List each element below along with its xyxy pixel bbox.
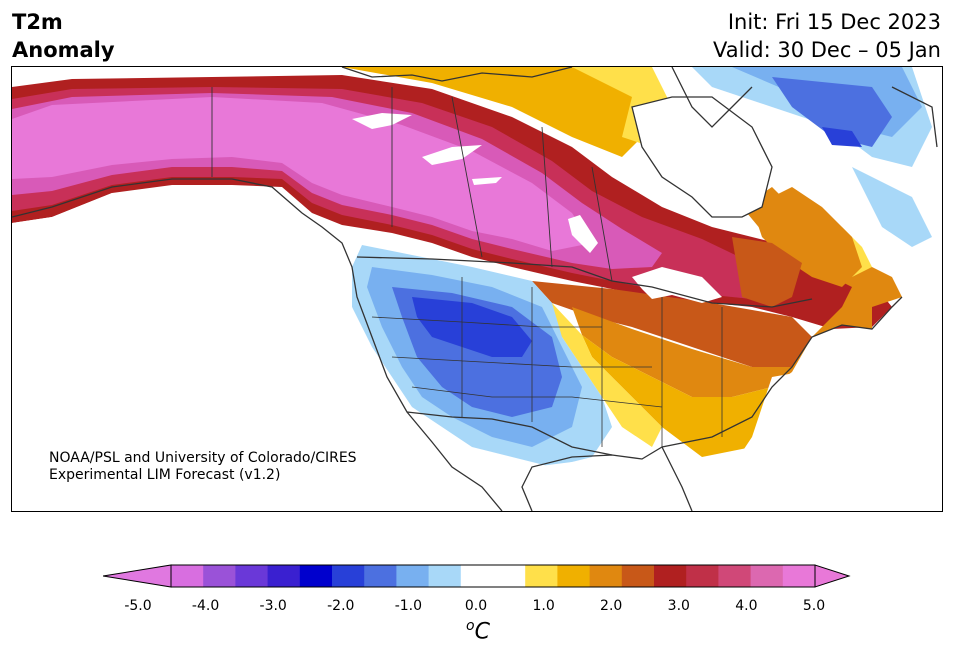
lake-athabasca [472, 177, 502, 185]
colorbar-tick-label: 4.0 [735, 598, 758, 614]
lake-winnipeg [568, 215, 598, 253]
unit-degree: o [466, 618, 475, 634]
colorbar-cell [718, 565, 752, 587]
colorbar-cell [171, 565, 204, 587]
forecast-dates: Init: Fri 15 Dec 2023 Valid: 30 Dec – 05… [713, 8, 941, 64]
credit-line-2: Experimental LIM Forecast (v1.2) [49, 467, 281, 483]
greenland-blue [772, 77, 892, 147]
colorbar-tick-label: -4.0 [191, 598, 220, 614]
hudson-bay [632, 97, 772, 217]
colorbar-cells [171, 565, 816, 587]
colorbar-outline [170, 564, 816, 588]
us-mexico-border [406, 411, 613, 456]
credit-text: NOAA/PSL and University of Colorado/CIRE… [49, 450, 357, 484]
west-coast [12, 178, 503, 511]
hudson-bay-coast [631, 96, 773, 218]
valid-range: Valid: 30 Dec – 05 Jan [712, 38, 941, 62]
warm-core-pink [12, 97, 592, 251]
colorbar-cell [782, 565, 816, 587]
greenland-royal-blue [822, 127, 862, 147]
title-line-2: Anomaly [12, 38, 115, 62]
water-bodies [12, 97, 942, 511]
colorbar-cell [686, 565, 719, 587]
great-lakes [632, 267, 722, 303]
colorbar-cell [428, 565, 462, 587]
great-slave-lake [422, 145, 482, 165]
anomaly-map [11, 66, 943, 512]
colorbar-cell [267, 565, 301, 587]
unit-celsius: C [474, 619, 490, 645]
colorbar-tick-label: 3.0 [667, 598, 690, 614]
colorbar-cell [557, 565, 591, 587]
map-title: T2m Anomaly [12, 8, 115, 64]
colorbar-cell [396, 565, 430, 587]
colorbar-tick-label: -1.0 [394, 598, 423, 614]
colorbar-under-arrow [103, 564, 172, 588]
colorbar-ticks: -5.0 -4.0 -3.0 -2.0 -1.0 0.0 1.0 2.0 3.0 4.0 5.0 [0, 598, 953, 618]
coastlines-and-borders [12, 67, 938, 511]
init-date: Init: Fri 15 Dec 2023 [727, 10, 941, 34]
colorbar-cell [299, 565, 333, 587]
colorbar-tick-label: 0.0 [464, 598, 488, 614]
colorbar-tick-label: -5.0 [124, 598, 152, 614]
colorbar-tick-label: -3.0 [259, 598, 287, 614]
colorbar-over-arrow [814, 564, 851, 588]
credit-line-1: NOAA/PSL and University of Colorado/CIRE… [49, 450, 357, 466]
cold-royal-blue [412, 297, 532, 357]
arctic-islands [341, 67, 938, 148]
arctic-warm-orange [342, 67, 652, 157]
colorbar-cell [589, 565, 623, 587]
colorbar-cell [621, 565, 655, 587]
state-lines [371, 277, 723, 447]
province-lines [211, 87, 613, 282]
east-coast [661, 296, 903, 448]
mexico-gulf-coast [521, 446, 693, 511]
colorbar-cell [460, 565, 494, 587]
atlantic-lower [712, 347, 942, 511]
colorbar-cell [332, 565, 365, 587]
gulf-of-mexico [512, 457, 712, 511]
title-line-1: T2m [12, 10, 63, 34]
colorbar-cell [203, 565, 236, 587]
colorbar-unit: oC [466, 618, 490, 644]
colorbar-cell [750, 565, 784, 587]
map-canvas [12, 67, 942, 511]
colorbar-cell [525, 565, 558, 587]
colorbar-cell [493, 565, 526, 587]
colorbar-tick-label: 2.0 [600, 598, 623, 614]
quebec-red [732, 237, 802, 307]
colorbar-tick-label: -2.0 [327, 598, 355, 614]
colorbar-tick-label: 5.0 [802, 598, 826, 614]
colorbar-cell [235, 565, 269, 587]
atlantic-upper [852, 297, 942, 357]
great-bear-lake [352, 113, 412, 129]
colorbar [103, 564, 851, 588]
quebec-orange [752, 187, 862, 287]
colorbar-cell [364, 565, 397, 587]
colorbar-cell [654, 565, 687, 587]
colorbar-tick-label: 1.0 [532, 598, 555, 614]
pacific-lower [12, 267, 472, 511]
pacific-upper [12, 193, 342, 277]
